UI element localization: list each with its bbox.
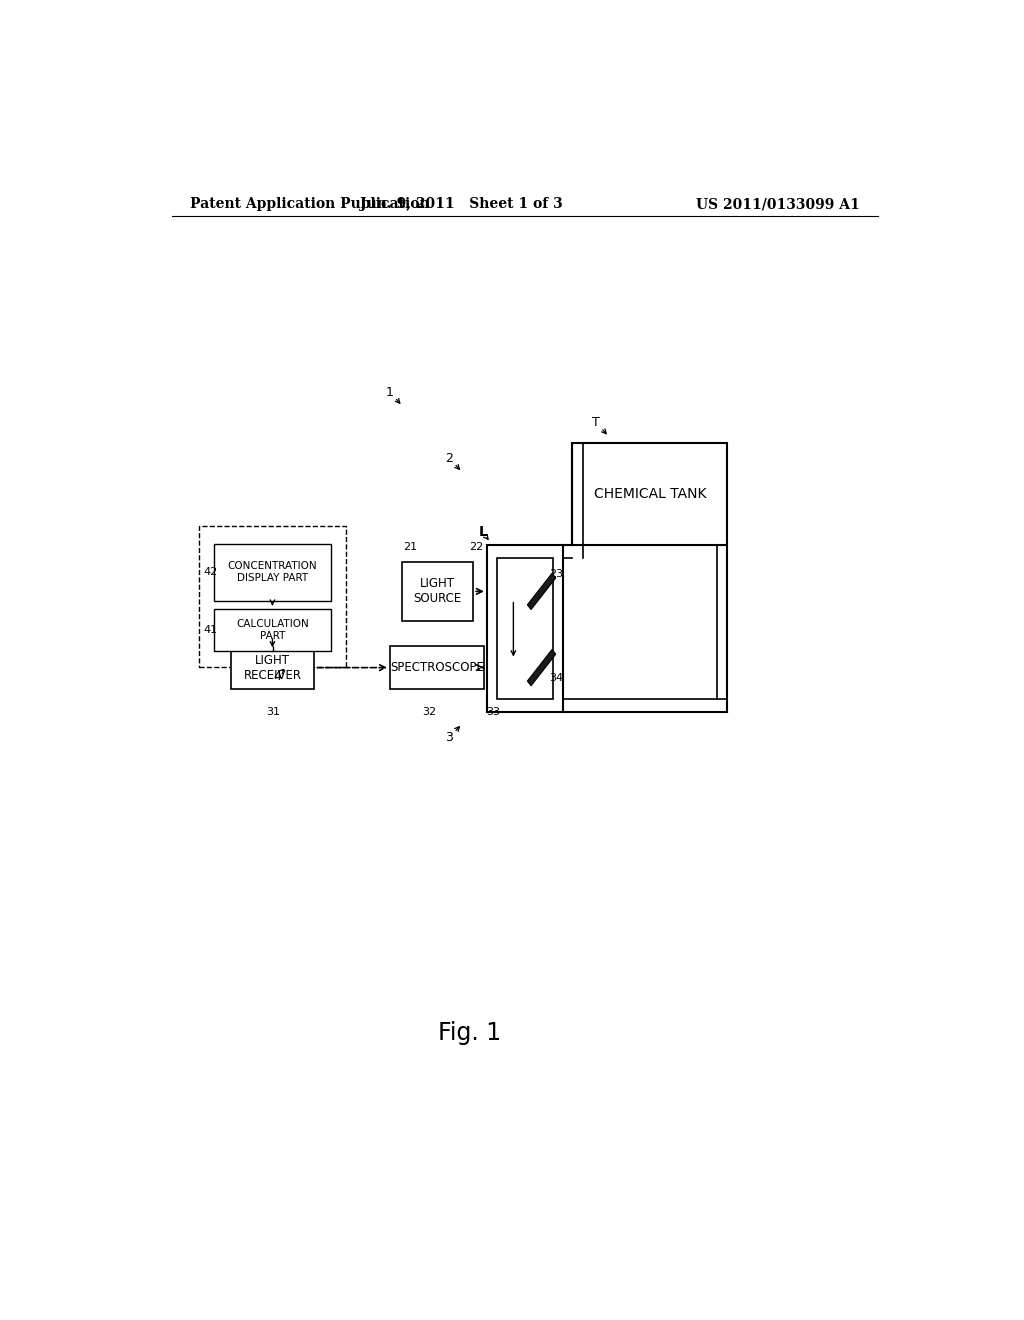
- Text: 4: 4: [273, 671, 282, 684]
- Bar: [214, 544, 331, 601]
- Bar: [214, 609, 331, 651]
- Text: 23: 23: [550, 569, 563, 579]
- Text: LIGHT
SOURCE: LIGHT SOURCE: [414, 577, 462, 606]
- Bar: [390, 647, 483, 689]
- Text: 41: 41: [204, 624, 217, 635]
- Text: CONCENTRATION
DISPLAY PART: CONCENTRATION DISPLAY PART: [227, 561, 317, 583]
- Bar: [486, 545, 563, 713]
- Text: Patent Application Publication: Patent Application Publication: [189, 197, 429, 211]
- Text: Jun. 9, 2011   Sheet 1 of 3: Jun. 9, 2011 Sheet 1 of 3: [360, 197, 562, 211]
- Text: US 2011/0133099 A1: US 2011/0133099 A1: [696, 197, 860, 211]
- Text: CHEMICAL TANK: CHEMICAL TANK: [594, 487, 706, 500]
- Text: 3: 3: [445, 731, 454, 744]
- Text: 21: 21: [403, 541, 418, 552]
- Text: 34: 34: [550, 673, 563, 682]
- Bar: [200, 527, 346, 667]
- Text: SPECTROSCOPE: SPECTROSCOPE: [390, 661, 483, 675]
- Text: 2: 2: [445, 451, 454, 465]
- Bar: [231, 647, 314, 689]
- Bar: [497, 558, 553, 700]
- Polygon shape: [527, 649, 556, 686]
- Text: Fig. 1: Fig. 1: [437, 1020, 501, 1044]
- Text: 32: 32: [422, 708, 436, 717]
- Text: L: L: [478, 525, 487, 540]
- Text: 22: 22: [469, 541, 483, 552]
- Text: 1: 1: [386, 385, 394, 399]
- Bar: [572, 444, 727, 545]
- Text: 33: 33: [486, 708, 500, 717]
- Text: CALCULATION
PART: CALCULATION PART: [237, 619, 309, 640]
- Text: 42: 42: [204, 568, 218, 577]
- Bar: [401, 562, 473, 620]
- Text: LIGHT
RECEIVER: LIGHT RECEIVER: [244, 653, 302, 681]
- Text: T: T: [592, 416, 600, 429]
- Polygon shape: [527, 573, 556, 610]
- Text: 31: 31: [266, 708, 280, 717]
